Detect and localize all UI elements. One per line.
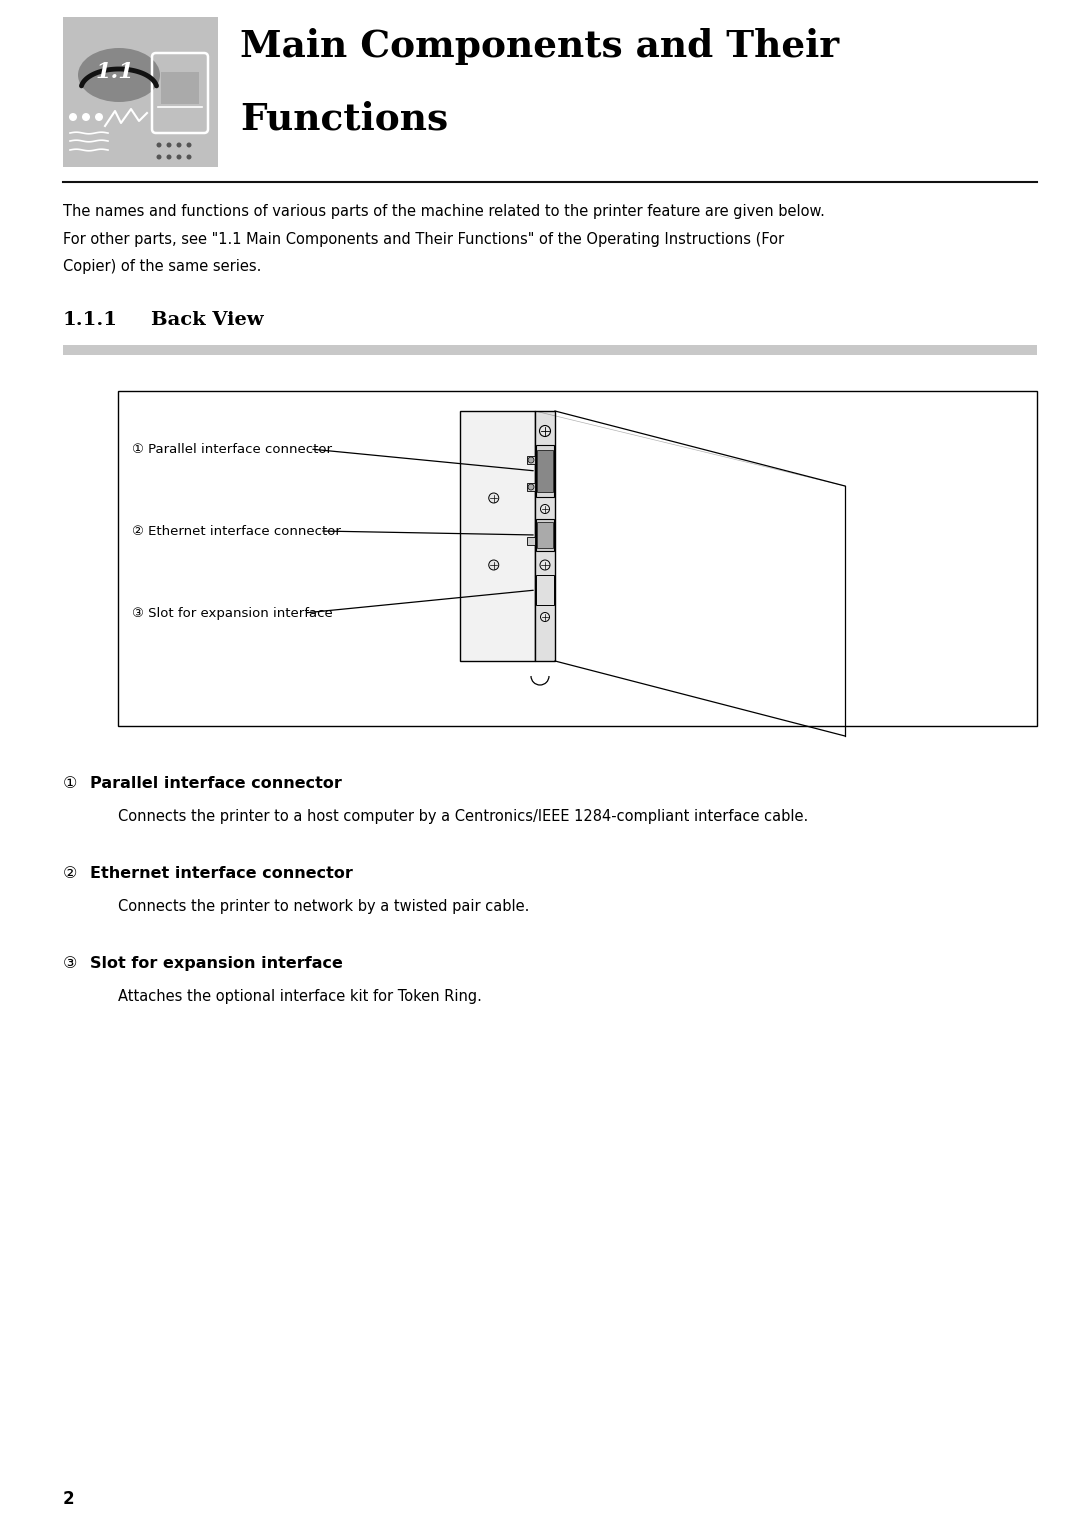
Bar [118,391,1037,726]
Bar [536,520,554,552]
Circle shape [489,494,499,503]
Bar [63,344,1037,354]
Circle shape [157,154,162,159]
Text: 1.1: 1.1 [96,61,134,83]
Circle shape [69,113,77,121]
Text: 1.1.1: 1.1.1 [63,312,118,329]
Text: Connects the printer to network by a twisted pair cable.: Connects the printer to network by a twi… [118,898,529,914]
Text: ② Ethernet interface connector: ② Ethernet interface connector [132,524,341,538]
Circle shape [489,559,499,570]
Bar [161,72,199,104]
Bar [527,536,535,545]
Circle shape [540,425,551,437]
Circle shape [176,142,181,148]
Text: Connects the printer to a host computer by a Centronics/IEEE 1284-compliant inte: Connects the printer to a host computer … [118,808,808,824]
Bar [537,523,553,549]
Circle shape [82,113,90,121]
Text: ②: ② [63,866,78,882]
Circle shape [176,154,181,159]
Bar [460,411,535,662]
Text: Copier) of the same series.: Copier) of the same series. [63,260,261,274]
Bar [536,575,554,605]
Text: Parallel interface connector: Parallel interface connector [90,776,342,792]
Circle shape [540,504,550,513]
Bar [63,17,218,167]
Circle shape [528,457,534,463]
Circle shape [95,113,103,121]
Bar [537,451,553,492]
Circle shape [166,154,172,159]
Text: Back View: Back View [151,312,264,329]
Bar [527,483,535,490]
Circle shape [540,559,550,570]
Text: For other parts, see "1.1 Main Components and Their Functions" of the Operating : For other parts, see "1.1 Main Component… [63,232,784,246]
Text: The names and functions of various parts of the machine related to the printer f: The names and functions of various parts… [63,205,825,219]
Text: Functions: Functions [240,99,448,138]
Circle shape [187,142,191,148]
Ellipse shape [78,47,160,102]
Text: ①: ① [63,776,78,792]
Text: 2: 2 [63,1490,75,1508]
Text: Ethernet interface connector: Ethernet interface connector [90,866,353,882]
Bar [527,455,535,465]
Text: ③ Slot for expansion interface: ③ Slot for expansion interface [132,607,333,619]
Text: ③: ③ [63,957,78,970]
Text: ① Parallel interface connector: ① Parallel interface connector [132,443,332,455]
Text: Main Components and Their: Main Components and Their [240,28,839,66]
Bar [535,411,555,662]
Bar [536,445,554,497]
Circle shape [187,154,191,159]
Text: Slot for expansion interface: Slot for expansion interface [90,957,342,970]
Text: Attaches the optional interface kit for Token Ring.: Attaches the optional interface kit for … [118,989,482,1004]
Circle shape [528,484,534,490]
Circle shape [166,142,172,148]
Circle shape [540,613,550,622]
Circle shape [157,142,162,148]
